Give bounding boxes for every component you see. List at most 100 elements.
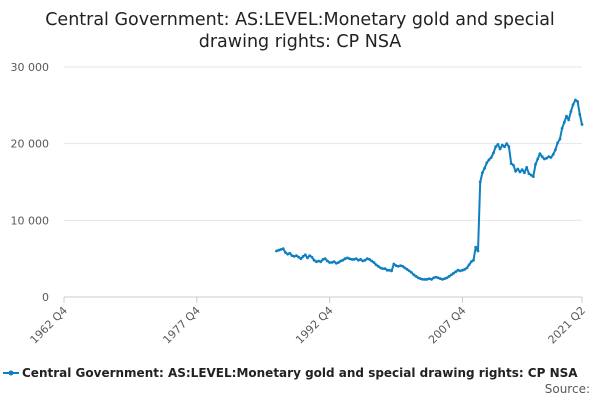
data-point[interactable]	[569, 110, 573, 113]
data-point[interactable]	[481, 171, 484, 175]
data-point[interactable]	[370, 259, 374, 263]
data-point[interactable]	[339, 259, 343, 263]
data-point[interactable]	[434, 275, 438, 279]
data-point[interactable]	[567, 118, 571, 122]
data-point[interactable]	[445, 276, 449, 280]
data-point[interactable]	[357, 258, 360, 262]
data-point[interactable]	[337, 261, 340, 264]
data-point[interactable]	[350, 258, 354, 261]
data-point[interactable]	[361, 259, 365, 263]
data-point[interactable]	[376, 264, 380, 268]
data-point[interactable]	[288, 251, 292, 255]
data-point[interactable]	[326, 259, 329, 263]
data-point[interactable]	[485, 161, 489, 165]
data-point[interactable]	[295, 254, 298, 257]
data-point[interactable]	[354, 257, 358, 261]
data-point[interactable]	[489, 156, 493, 159]
data-point[interactable]	[560, 126, 564, 130]
data-point[interactable]	[306, 256, 309, 260]
data-point[interactable]	[503, 145, 506, 149]
data-point[interactable]	[388, 268, 391, 272]
data-point[interactable]	[359, 258, 362, 261]
data-point[interactable]	[474, 245, 478, 249]
data-point[interactable]	[549, 156, 553, 159]
data-point[interactable]	[518, 170, 522, 174]
data-point[interactable]	[427, 277, 431, 280]
data-point[interactable]	[297, 255, 300, 259]
data-point[interactable]	[312, 258, 316, 262]
data-point[interactable]	[310, 255, 314, 259]
data-point[interactable]	[523, 171, 526, 175]
data-point[interactable]	[412, 273, 416, 277]
data-point[interactable]	[443, 277, 447, 280]
data-point[interactable]	[469, 260, 473, 264]
data-point[interactable]	[308, 254, 312, 257]
data-point[interactable]	[562, 120, 566, 124]
data-point[interactable]	[476, 249, 480, 253]
data-point[interactable]	[465, 266, 469, 270]
data-point[interactable]	[534, 163, 537, 166]
data-point[interactable]	[454, 270, 458, 274]
data-point[interactable]	[494, 145, 498, 149]
data-point[interactable]	[574, 98, 577, 102]
data-point[interactable]	[390, 269, 393, 273]
data-point[interactable]	[536, 157, 540, 161]
data-point[interactable]	[432, 276, 436, 280]
data-point[interactable]	[401, 264, 405, 268]
data-point[interactable]	[525, 166, 529, 169]
data-point[interactable]	[531, 175, 535, 179]
data-point[interactable]	[379, 266, 382, 270]
data-point[interactable]	[303, 253, 307, 257]
data-point[interactable]	[456, 268, 460, 272]
data-point[interactable]	[323, 257, 327, 261]
data-point[interactable]	[505, 142, 509, 146]
data-point[interactable]	[330, 261, 334, 264]
data-point[interactable]	[284, 251, 287, 254]
data-point[interactable]	[372, 261, 376, 264]
data-point[interactable]	[341, 258, 345, 262]
data-point[interactable]	[394, 264, 398, 267]
data-point[interactable]	[527, 172, 531, 176]
data-point[interactable]	[545, 156, 548, 160]
data-point[interactable]	[483, 166, 486, 170]
data-point[interactable]	[292, 255, 296, 258]
data-point[interactable]	[478, 180, 482, 184]
data-point[interactable]	[399, 264, 402, 267]
data-point[interactable]	[365, 257, 369, 261]
data-point[interactable]	[458, 269, 462, 273]
data-point[interactable]	[514, 169, 517, 173]
data-point[interactable]	[565, 114, 568, 118]
data-point[interactable]	[381, 267, 385, 270]
data-point[interactable]	[509, 162, 513, 166]
data-point[interactable]	[374, 263, 378, 267]
data-point[interactable]	[543, 157, 546, 161]
data-point[interactable]	[410, 271, 413, 274]
data-point[interactable]	[392, 262, 396, 266]
data-point[interactable]	[538, 152, 542, 156]
data-point[interactable]	[290, 254, 294, 257]
data-point[interactable]	[407, 269, 411, 273]
data-point[interactable]	[472, 258, 475, 262]
data-point[interactable]	[279, 248, 283, 251]
data-point[interactable]	[556, 141, 559, 145]
data-point[interactable]	[363, 258, 367, 262]
data-point[interactable]	[447, 274, 451, 278]
data-point[interactable]	[275, 249, 278, 253]
data-point[interactable]	[558, 137, 562, 141]
data-point[interactable]	[414, 274, 418, 278]
data-point[interactable]	[441, 278, 444, 281]
data-point[interactable]	[500, 143, 504, 147]
legend[interactable]: Central Government: AS:LEVEL:Monetary go…	[3, 366, 578, 380]
data-point[interactable]	[385, 268, 389, 272]
data-point[interactable]	[352, 258, 356, 261]
data-point[interactable]	[512, 163, 515, 167]
data-point[interactable]	[301, 255, 305, 258]
data-point[interactable]	[430, 278, 433, 281]
data-point[interactable]	[425, 278, 429, 281]
data-point[interactable]	[421, 278, 424, 281]
data-point[interactable]	[368, 258, 371, 261]
data-point[interactable]	[423, 278, 427, 281]
data-point[interactable]	[416, 276, 420, 280]
data-point[interactable]	[463, 268, 467, 271]
data-point[interactable]	[507, 145, 511, 149]
